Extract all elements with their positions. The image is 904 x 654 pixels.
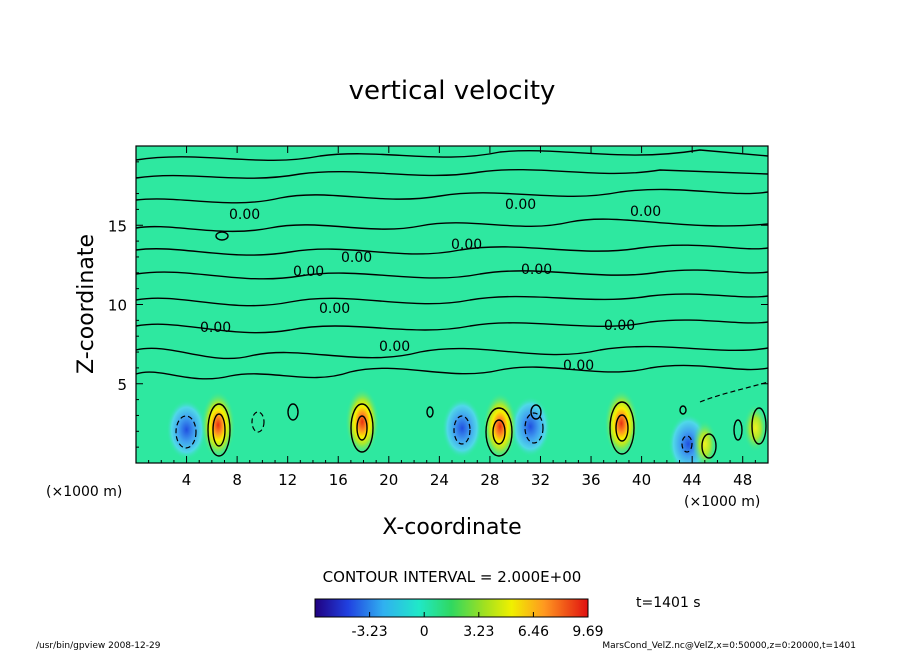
colorbar-tick-label-4: 9.69 [572, 624, 603, 640]
colorbar-gradient [314, 598, 589, 618]
updraft-core-5 [743, 404, 768, 453]
footer-left: /usr/bin/gpview 2008-12-29 [36, 641, 161, 651]
x-tick-label-24: 24 [430, 471, 449, 489]
plot-area: 0.00 0.00 0.00 0.00 0.00 0.00 0.00 0.00 0.00 0.00… [136, 146, 768, 463]
y-tick-label-15: 15 [108, 217, 127, 235]
x-tick-label-16: 16 [329, 471, 348, 489]
contour-lines [136, 149, 768, 459]
downdraft-core-0 [166, 399, 207, 460]
x-tick-label-40: 40 [632, 471, 651, 489]
updraft-core-2 [483, 392, 518, 461]
x-tick-label-8: 8 [232, 471, 242, 489]
chart-title: vertical velocity [348, 76, 556, 106]
contour-label-7: 0.00 [319, 301, 350, 317]
y-unit-label: (×1000 m) [684, 494, 760, 510]
updraft-core-4 [692, 419, 717, 463]
contour-label-9: 0.00 [379, 339, 410, 355]
contour-label-1: 0.00 [505, 197, 536, 213]
x-tick-label-28: 28 [480, 471, 499, 489]
colorbar: -3.23 0 3.23 6.46 9.69 [314, 598, 604, 640]
x-unit-label: (×1000 m) [46, 484, 122, 500]
contour-label-8: 0.00 [200, 320, 231, 336]
colorbar-tick-label-3: 6.46 [518, 624, 549, 640]
x-tick-label-36: 36 [581, 471, 600, 489]
x-axis: 4 8 12 16 20 24 28 32 36 40 44 48 [148, 146, 756, 489]
colorbar-tick-label-2: 3.23 [463, 624, 494, 640]
contour-label-0: 0.00 [229, 207, 260, 223]
y-axis: 5 10 15 [108, 161, 768, 448]
contour-labels: 0.00 0.00 0.00 0.00 0.00 0.00 0.00 0.00 0.00 0.00… [200, 197, 661, 374]
contour-label-3: 0.00 [341, 250, 372, 266]
y-tick-label-5: 5 [117, 376, 127, 394]
x-tick-label-32: 32 [531, 471, 550, 489]
y-axis-label: Z-coordinate [74, 234, 99, 374]
updraft-core-3 [604, 389, 639, 458]
contour-label-5: 0.00 [521, 262, 552, 278]
time-label: t=1401 s [636, 595, 701, 611]
contour-label-11: 0.00 [563, 358, 594, 374]
x-tick-label-44: 44 [683, 471, 702, 489]
colorbar-tick-label-1: 0 [420, 624, 429, 640]
x-axis-label: X-coordinate [382, 515, 522, 540]
contour-label-6: 0.00 [293, 264, 324, 280]
contour-label-2: 0.00 [630, 204, 661, 220]
y-tick-label-10: 10 [108, 297, 127, 315]
downdraft-core-1 [442, 398, 483, 459]
x-tick-label-12: 12 [278, 471, 297, 489]
updraft-core-1 [345, 387, 380, 456]
x-tick-label-4: 4 [182, 471, 192, 489]
contour-interval-label: CONTOUR INTERVAL = 2.000E+00 [322, 568, 582, 586]
colorbar-tick-label-0: -3.23 [351, 624, 387, 640]
downdraft-dashed-contours [175, 381, 768, 453]
contour-label-4: 0.00 [451, 237, 482, 253]
x-tick-label-20: 20 [379, 471, 398, 489]
contour-label-10: 0.00 [604, 318, 635, 334]
x-tick-label-48: 48 [733, 471, 752, 489]
footer-right: MarsCond_VelZ.nc@VelZ,x=0:50000,z=0:2000… [602, 641, 856, 651]
colorbar-ticks: -3.23 0 3.23 6.46 9.69 [351, 612, 604, 640]
